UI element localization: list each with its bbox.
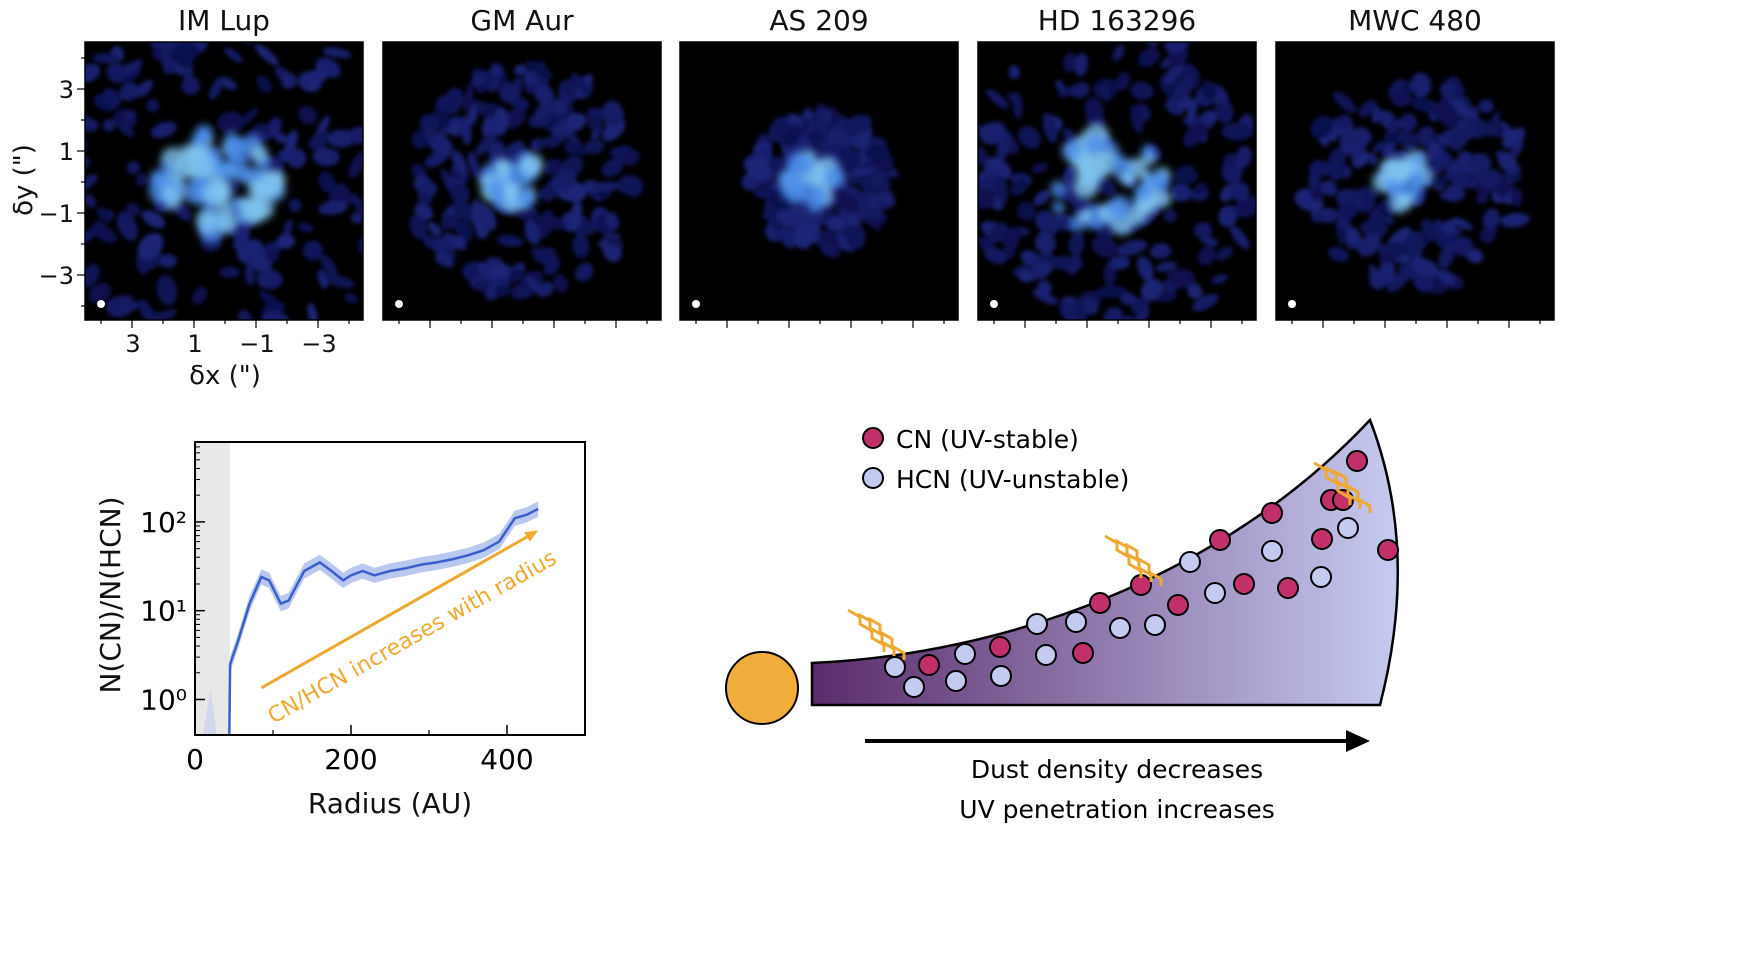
cn-molecule (1089, 592, 1111, 614)
disk-panel-3: AS 209 (679, 4, 959, 328)
chart-ytick-label: 10¹ (140, 595, 187, 628)
hcn-molecule (1109, 617, 1131, 639)
cn-molecule (1209, 529, 1231, 551)
unresolved-region (195, 442, 231, 735)
disk-panel-4: HD 163296 (977, 4, 1257, 328)
disk-panel-1: IM Lup (77, 4, 364, 328)
trend-arrow (260, 534, 531, 690)
uv-photon-icon (847, 608, 906, 660)
chart-xtick-label: 0 (186, 743, 204, 776)
hcn-molecule (1261, 540, 1283, 562)
arrow-caption-density: Dust density decreases (971, 755, 1263, 784)
disk-wedge (810, 417, 1400, 707)
hcn-molecule (903, 676, 925, 698)
hcn-molecule (1310, 566, 1332, 588)
chart-x-axis-label: Radius (AU) (308, 787, 472, 820)
image-xtick-3: 3 (125, 330, 140, 358)
image-xtick-m1: −1 (239, 330, 274, 358)
hcn-molecule (1026, 613, 1048, 635)
cn-molecule (1377, 539, 1399, 561)
panel-title: GM Aur (470, 4, 574, 37)
image-ytick-m3: −3 (39, 262, 74, 290)
chart-ytick-label: 10⁰ (140, 683, 187, 716)
beam-marker (692, 300, 700, 308)
cn-molecule (1261, 502, 1283, 524)
legend-label-cn: CN (UV-stable) (896, 425, 1079, 454)
chart-ytick-label: 10² (140, 506, 187, 539)
hcn-molecule (1337, 517, 1359, 539)
cn-molecule (1233, 573, 1255, 595)
legend-cn-marker (862, 427, 884, 449)
cn-molecule (1277, 577, 1299, 599)
beam-marker (97, 300, 105, 308)
cn-molecule (1346, 450, 1368, 472)
cn-molecule (1311, 528, 1333, 550)
ratio-line (228, 507, 539, 665)
hcn-molecule (884, 656, 906, 678)
image-ytick-3: 3 (59, 76, 74, 104)
beam-marker (395, 300, 403, 308)
legend-label-hcn: HCN (UV-unstable) (896, 465, 1129, 494)
cn-molecule (989, 636, 1011, 658)
cn-molecule (1167, 594, 1189, 616)
chart-y-axis-label: N(CN)/N(HCN) (94, 496, 127, 693)
hcn-molecule (1035, 644, 1057, 666)
panel-title: IM Lup (178, 4, 270, 37)
hcn-molecule (1204, 582, 1226, 604)
disk-image-row: IM Lup GM Aur AS 209 HD 163296 MWC 480 δy ("… (9, 4, 1555, 391)
hcn-molecule (945, 670, 967, 692)
cn-molecule (1072, 642, 1094, 664)
cn-molecule (918, 654, 940, 676)
hcn-molecule (954, 643, 976, 665)
hcn-molecule (1144, 614, 1166, 636)
image-ytick-1: 1 (59, 138, 74, 166)
image-xtick-m3: −3 (301, 330, 336, 358)
disk-panel-5: MWC 480 (1275, 4, 1555, 328)
panel-title: AS 209 (769, 4, 868, 37)
hcn-molecule (1065, 611, 1087, 633)
panel-title: MWC 480 (1348, 4, 1482, 37)
image-xtick-1: 1 (187, 330, 202, 358)
image-y-axis-label: δy (") (9, 144, 39, 216)
image-ytick-m1: −1 (39, 200, 74, 228)
uv-photon-icon (1313, 461, 1372, 513)
disk-schematic: CN (UV-stable) HCN (UV-unstable) Dust de… (725, 417, 1400, 824)
image-x-axis-label: δx (") (189, 361, 261, 391)
beam-marker (990, 300, 998, 308)
hcn-molecule (1179, 551, 1201, 573)
chart-xtick-label: 400 (480, 743, 533, 776)
hcn-molecule (990, 665, 1012, 687)
disk-panel-2: GM Aur (382, 4, 662, 328)
chart-xtick-label: 200 (324, 743, 377, 776)
uv-photon-icon (1104, 534, 1163, 586)
legend-hcn-marker (862, 467, 884, 489)
star-icon (725, 651, 799, 725)
arrow-caption-uv: UV penetration increases (959, 795, 1274, 824)
beam-marker (1288, 300, 1296, 308)
panel-title: HD 163296 (1038, 4, 1196, 37)
